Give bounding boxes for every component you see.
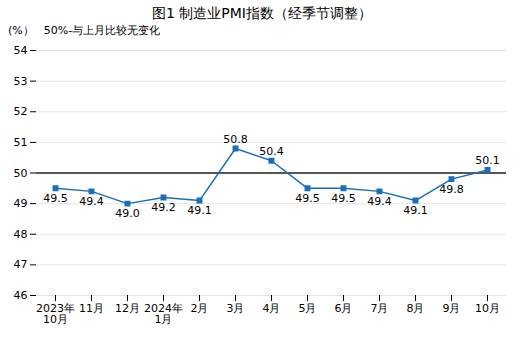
svg-text:7月: 7月 — [371, 302, 389, 315]
svg-text:8月: 8月 — [407, 302, 425, 315]
svg-text:49.5: 49.5 — [295, 192, 320, 205]
svg-text:50: 50 — [14, 167, 28, 180]
svg-text:5月: 5月 — [299, 302, 317, 315]
svg-text:49.5: 49.5 — [43, 192, 68, 205]
svg-text:49.8: 49.8 — [439, 183, 464, 196]
svg-text:52: 52 — [14, 105, 28, 118]
svg-text:49.4: 49.4 — [79, 195, 104, 208]
html-text:50%-与上月比较无变化: 50%-与上月比较无变化 — [43, 24, 161, 37]
svg-text:2023年10月: 2023年10月 — [36, 302, 75, 326]
svg-text:11月: 11月 — [79, 302, 104, 315]
svg-text:49.4: 49.4 — [367, 195, 392, 208]
svg-text:2月: 2月 — [191, 302, 209, 315]
svg-text:3月: 3月 — [227, 302, 245, 315]
svg-text:6月: 6月 — [335, 302, 353, 315]
svg-text:49.0: 49.0 — [115, 207, 140, 220]
svg-text:54: 54 — [14, 44, 28, 57]
svg-text:2024年1月: 2024年1月 — [144, 302, 183, 326]
svg-text:53: 53 — [14, 75, 28, 88]
svg-text:47: 47 — [14, 258, 28, 271]
svg-text:51: 51 — [14, 136, 28, 149]
svg-text:10月: 10月 — [475, 302, 500, 315]
svg-text:9月: 9月 — [443, 302, 461, 315]
html-text:图1 制造业PMI指数（经季节调整）: 图1 制造业PMI指数（经季节调整） — [152, 5, 372, 21]
svg-text:50.4: 50.4 — [259, 145, 284, 158]
svg-text:49: 49 — [14, 197, 28, 210]
svg-text:49.2: 49.2 — [151, 201, 176, 214]
svg-text:50.1: 50.1 — [475, 154, 500, 167]
svg-text:49.5: 49.5 — [331, 192, 356, 205]
svg-text:48: 48 — [14, 228, 28, 241]
svg-text:46: 46 — [14, 289, 28, 302]
svg-text:12月: 12月 — [115, 302, 140, 315]
svg-text:50.8: 50.8 — [223, 133, 248, 146]
svg-text:49.1: 49.1 — [403, 204, 428, 217]
svg-text:4月: 4月 — [263, 302, 281, 315]
svg-text:49.1: 49.1 — [187, 204, 212, 217]
